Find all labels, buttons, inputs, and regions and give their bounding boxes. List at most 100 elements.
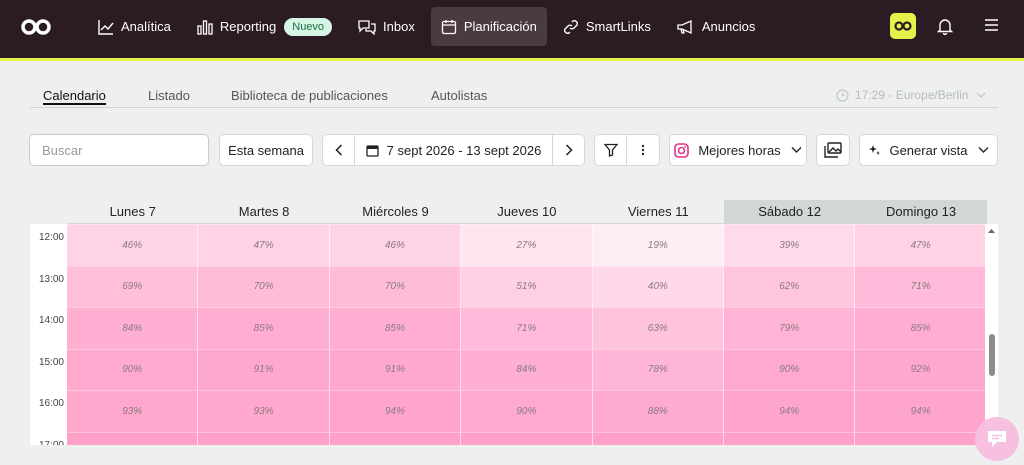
time-slot-cell[interactable] bbox=[67, 431, 199, 445]
hour-label: 16:00 bbox=[38, 398, 64, 409]
chevron-down-icon bbox=[978, 147, 989, 153]
nav-label: Planificación bbox=[463, 19, 537, 34]
scrollbar[interactable] bbox=[985, 224, 998, 445]
view-tabs: Calendario Listado Biblioteca de publica… bbox=[30, 88, 998, 108]
generate-view-label: Generar vista bbox=[889, 142, 968, 158]
time-slot-cell[interactable]: 90% bbox=[461, 390, 593, 432]
time-slot-cell[interactable]: 94% bbox=[329, 390, 462, 432]
date-range-picker: 7 sept 2026 - 13 sept 2026 bbox=[322, 134, 585, 166]
prev-week-button[interactable] bbox=[323, 135, 355, 165]
time-slot-cell[interactable]: 51% bbox=[461, 265, 593, 307]
time-slot-cell[interactable] bbox=[592, 431, 724, 445]
workspace-avatar[interactable] bbox=[890, 13, 916, 39]
next-week-button[interactable] bbox=[552, 135, 584, 165]
time-slot-cell[interactable]: 79% bbox=[724, 307, 856, 349]
time-slot-cell[interactable]: 93% bbox=[67, 390, 199, 432]
time-slot-cell[interactable] bbox=[198, 431, 330, 445]
media-library-button[interactable] bbox=[816, 134, 850, 166]
chevron-down-icon bbox=[791, 147, 802, 153]
tab-biblioteca[interactable]: Biblioteca de publicaciones bbox=[231, 88, 388, 103]
images-icon bbox=[824, 142, 842, 158]
instagram-icon bbox=[674, 142, 690, 158]
day-header: Domingo 13 bbox=[855, 200, 987, 224]
time-slot-cell[interactable]: 85% bbox=[855, 307, 987, 349]
best-hours-label: Mejores horas bbox=[698, 142, 781, 158]
nav-item-inbox[interactable]: Inbox bbox=[348, 7, 425, 46]
time-slot-cell[interactable]: 71% bbox=[461, 307, 593, 349]
time-slot-cell[interactable]: 92% bbox=[855, 348, 987, 390]
day-header: Jueves 10 bbox=[461, 200, 593, 224]
search-input[interactable] bbox=[29, 134, 209, 166]
nav-item-smartlinks[interactable]: SmartLinks bbox=[553, 7, 661, 46]
calendar-icon bbox=[366, 144, 379, 157]
filter-group bbox=[594, 134, 660, 166]
time-slot-cell[interactable]: 78% bbox=[592, 348, 724, 390]
megaphone-icon bbox=[677, 19, 692, 34]
time-slot-cell[interactable]: 46% bbox=[67, 224, 199, 266]
time-slot-cell[interactable]: 70% bbox=[329, 265, 462, 307]
time-slot-cell[interactable]: 47% bbox=[198, 224, 330, 266]
time-slot-cell[interactable]: 93% bbox=[198, 390, 330, 432]
time-slot-cell[interactable]: 94% bbox=[724, 390, 856, 432]
calendar-body: 46% 47% 46% 27% 19% 39% 47% 69% 70% 70% 51% 40% 62% 7… bbox=[30, 224, 998, 445]
filter-button[interactable] bbox=[595, 135, 627, 165]
tab-autolistas[interactable]: Autolistas bbox=[431, 88, 488, 103]
filter-icon bbox=[603, 143, 618, 157]
day-header: Martes 8 bbox=[198, 200, 330, 224]
nav-label: Analítica bbox=[121, 19, 171, 34]
nav-label: Reporting bbox=[219, 19, 277, 34]
chevron-right-icon bbox=[565, 144, 573, 156]
time-slot-cell[interactable]: 47% bbox=[855, 224, 987, 266]
tab-listado[interactable]: Listado bbox=[148, 88, 190, 103]
time-slot-cell[interactable]: 19% bbox=[592, 224, 724, 266]
hour-label: 15:00 bbox=[38, 356, 64, 368]
generate-view-dropdown[interactable]: Generar vista bbox=[859, 134, 998, 166]
time-slot-cell[interactable]: 70% bbox=[198, 265, 330, 307]
sparkle-icon bbox=[869, 144, 881, 155]
best-hours-dropdown[interactable]: Mejores horas bbox=[669, 134, 807, 166]
time-slot-cell[interactable]: 91% bbox=[329, 348, 462, 390]
time-slot-cell[interactable]: 39% bbox=[724, 224, 856, 266]
time-slot-cell[interactable]: 90% bbox=[724, 348, 856, 390]
scrollbar-thumb[interactable] bbox=[989, 334, 995, 376]
more-options-button[interactable] bbox=[627, 135, 659, 165]
time-slot-cell[interactable]: 63% bbox=[592, 307, 724, 349]
time-slot-cell[interactable]: 46% bbox=[329, 224, 462, 266]
time-slot-cell[interactable]: 71% bbox=[855, 265, 987, 307]
time-slot-cell[interactable] bbox=[855, 431, 987, 445]
time-slot-cell[interactable] bbox=[724, 431, 856, 445]
logo-icon[interactable] bbox=[20, 17, 52, 37]
hamburger-menu-icon[interactable] bbox=[984, 18, 999, 32]
time-slot-cell[interactable]: 85% bbox=[198, 307, 330, 349]
time-slot-cell[interactable] bbox=[329, 431, 462, 445]
scroll-up-arrow-icon[interactable] bbox=[985, 226, 998, 236]
bell-icon[interactable] bbox=[937, 17, 953, 35]
time-slot-cell[interactable]: 62% bbox=[724, 265, 856, 307]
hour-label: 17:00 bbox=[38, 439, 64, 446]
date-range-button[interactable]: 7 sept 2026 - 13 sept 2026 bbox=[355, 135, 552, 165]
time-slot-cell[interactable]: 84% bbox=[461, 348, 593, 390]
day-header: Miércoles 9 bbox=[329, 200, 462, 224]
tab-calendario[interactable]: Calendario bbox=[43, 88, 106, 105]
timezone-selector[interactable]: 17:29 - Europe/Berlin bbox=[836, 88, 992, 102]
clock-icon bbox=[836, 88, 849, 102]
time-slot-cell[interactable]: 85% bbox=[329, 307, 462, 349]
nav-item-planificacion[interactable]: Planificación bbox=[430, 7, 547, 46]
time-slot-cell[interactable]: 90% bbox=[67, 348, 199, 390]
time-slot-cell[interactable]: 84% bbox=[67, 307, 199, 349]
date-range-label: 7 sept 2026 - 13 sept 2026 bbox=[386, 142, 542, 158]
time-slot-cell[interactable]: 27% bbox=[461, 224, 593, 266]
bar-chart-icon bbox=[197, 19, 213, 35]
time-slot-cell[interactable]: 91% bbox=[198, 348, 330, 390]
chat-support-button[interactable] bbox=[975, 417, 1019, 461]
time-slot-cell[interactable]: 69% bbox=[67, 265, 199, 307]
this-week-button[interactable]: Esta semana bbox=[219, 134, 313, 166]
time-slot-cell[interactable]: 94% bbox=[855, 390, 987, 432]
more-vertical-icon bbox=[641, 144, 645, 156]
nav-item-analitica[interactable]: Analítica bbox=[88, 7, 181, 46]
time-slot-cell[interactable] bbox=[461, 431, 593, 445]
time-slot-cell[interactable]: 88% bbox=[592, 390, 724, 432]
nav-item-anuncios[interactable]: Anuncios bbox=[667, 7, 765, 46]
time-slot-cell[interactable]: 40% bbox=[592, 265, 724, 307]
nav-item-reporting[interactable]: Reporting Nuevo bbox=[187, 7, 342, 46]
